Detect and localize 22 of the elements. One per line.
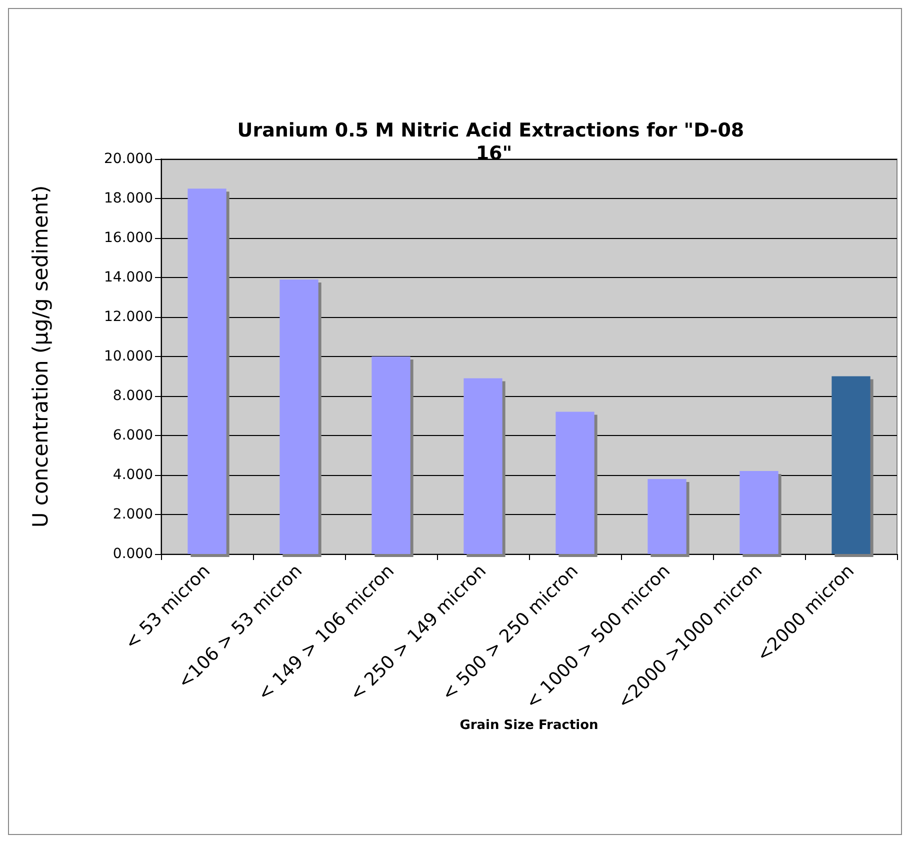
y-tick-label: 8.000	[112, 388, 153, 404]
bar	[280, 279, 318, 554]
bar	[464, 378, 502, 554]
bar	[556, 412, 594, 554]
y-tick-label: 12.000	[104, 309, 153, 325]
chart-title: Uranium 0.5 M Nitric Acid Extractions for "D-08 16"	[237, 120, 751, 164]
bar	[832, 376, 870, 554]
bar	[740, 471, 778, 554]
y-axis-title: U concentration (µg/g sediment)	[28, 185, 52, 528]
y-tick-label: 2.000	[112, 506, 153, 522]
y-tick-label: 10.000	[104, 348, 153, 364]
y-tick-label: 14.000	[104, 270, 153, 286]
y-tick-label: 0.000	[112, 546, 153, 562]
x-axis-title: Grain Size Fraction	[460, 718, 598, 733]
y-tick-label: 18.000	[104, 190, 153, 206]
y-tick-label: 6.000	[112, 428, 153, 444]
bar	[372, 356, 410, 554]
bar	[648, 478, 686, 554]
y-tick-label: 16.000	[104, 230, 153, 246]
y-tick-label: 4.000	[112, 467, 153, 483]
bar	[188, 188, 226, 554]
y-tick-label: 20.000	[104, 151, 153, 167]
